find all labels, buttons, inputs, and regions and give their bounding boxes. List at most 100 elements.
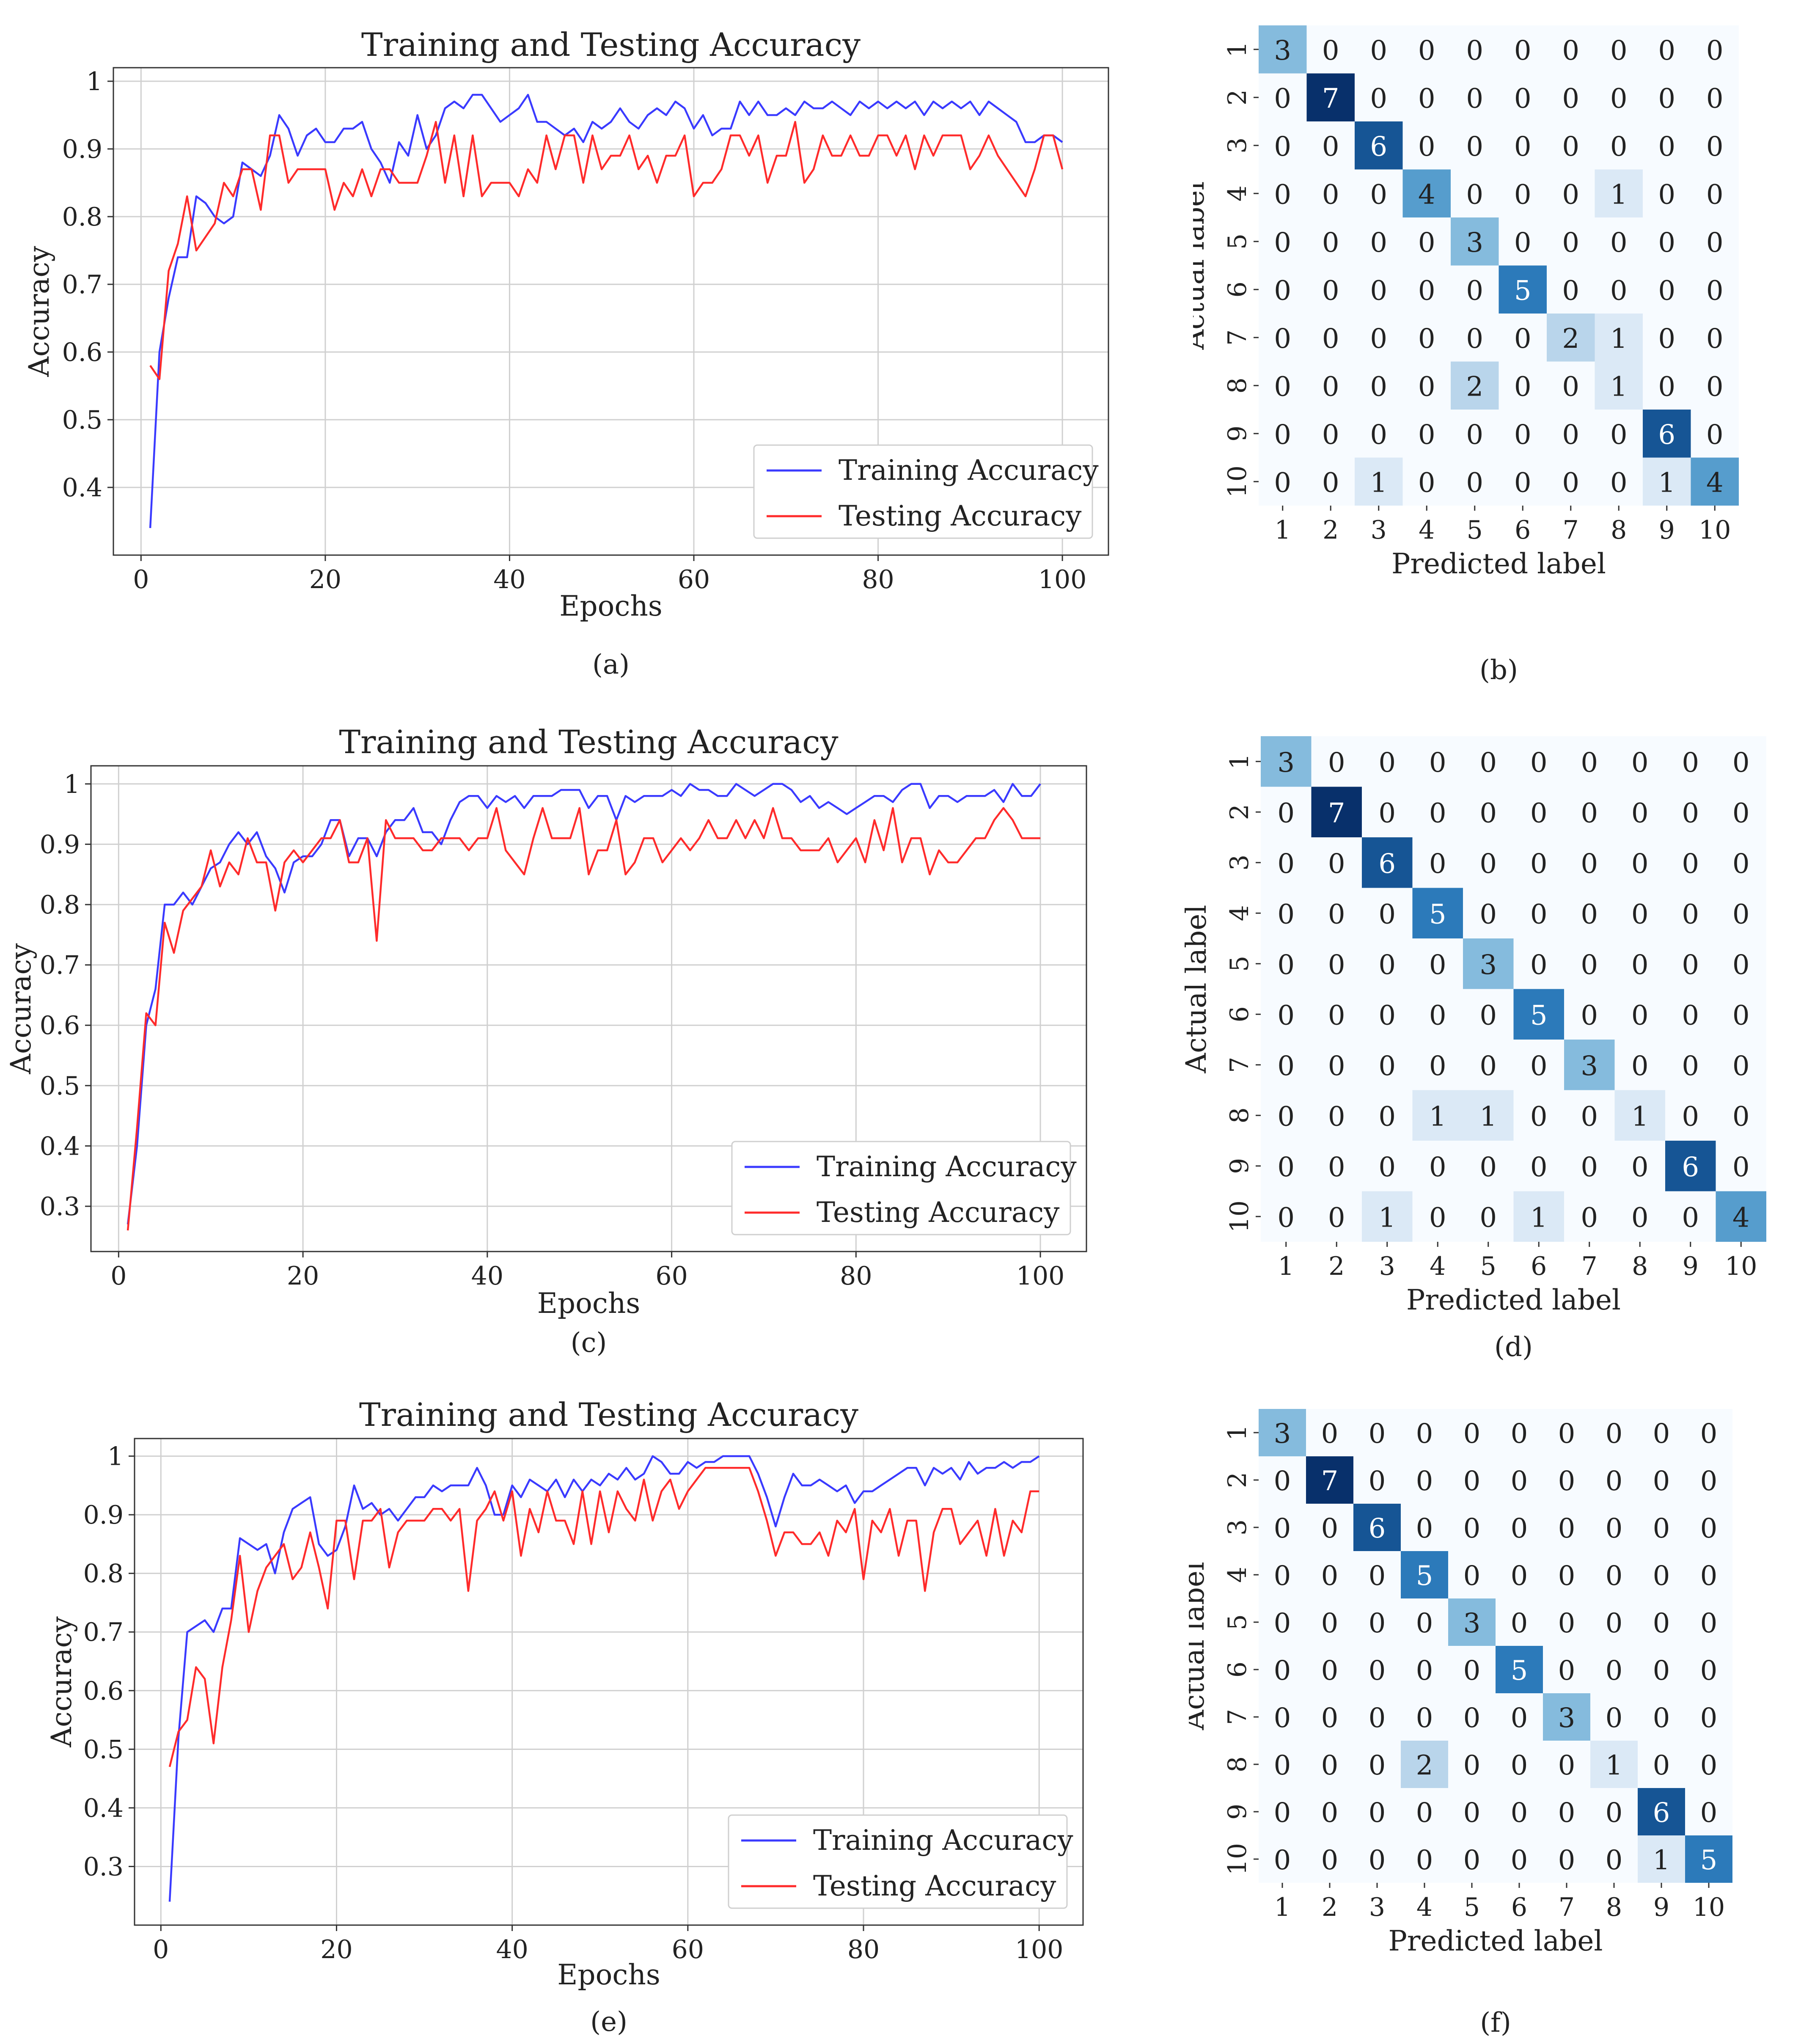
cell-value: 0 [1463,1466,1481,1497]
cell-value: 0 [1378,1051,1396,1082]
heatmap-cell [1543,1741,1590,1788]
heatmap-cell [1353,1409,1401,1456]
cell-value: 0 [1610,131,1628,162]
heatmap-cell [1614,1141,1665,1191]
cell-value: 0 [1378,798,1396,829]
cell-value: 0 [1429,949,1446,981]
cell-value: 0 [1277,1000,1295,1031]
heatmap-cell [1716,787,1766,837]
heatmap-cell [1311,888,1362,938]
x-tick-label: 6 [1531,1252,1547,1281]
heatmap-cell [1402,361,1451,410]
heatmap-cell [1691,361,1739,410]
cell-value: 0 [1322,131,1339,162]
cell-value: 0 [1321,1560,1339,1592]
cell-value: 4 [1706,467,1724,498]
heatmap-cell [1402,217,1451,266]
cell-value: 0 [1466,419,1483,451]
heatmap-cell [1564,736,1615,787]
heatmap-cell [1590,1646,1638,1693]
cell-value: 0 [1328,848,1345,880]
y-tick-label: 7 [1225,1057,1254,1073]
cell-value: 0 [1416,1513,1433,1544]
heatmap-cell [1463,837,1514,888]
x-tick-label: 20 [287,1261,319,1291]
heatmap-cell [1595,121,1643,170]
heatmap-cell [1353,1741,1401,1788]
cell-value: 0 [1370,371,1387,402]
heatmap-cell [1543,1456,1590,1504]
cell-value: 0 [1514,323,1532,355]
cell-value: 0 [1277,899,1295,930]
heatmap-cell [1496,1409,1543,1456]
cell-value: 0 [1479,1000,1497,1031]
x-tick-label: 20 [320,1935,352,1964]
heatmap-cell [1412,1141,1463,1191]
heatmap-cell [1448,1551,1496,1598]
cell-value: 0 [1558,1560,1576,1592]
heatmap-cell [1448,1646,1496,1693]
cell-value: 1 [1610,179,1628,210]
cell-value: 6 [1682,1152,1699,1183]
cell-value: 0 [1370,35,1387,66]
heatmap-cell [1355,121,1403,170]
cell-value: 0 [1610,275,1628,306]
cell-value: 0 [1581,1152,1598,1183]
heatmap-cell [1259,1788,1306,1835]
heatmap-cell [1564,888,1615,938]
heatmap-cell [1401,1646,1448,1693]
y-tick-label: 4 [1225,905,1254,921]
heatmap-cell [1261,1090,1312,1141]
x-axis-label: Predicted label [1388,1925,1603,1957]
cell-value: 0 [1274,1845,1291,1876]
cell-value: 0 [1274,1655,1291,1686]
cell-value: 0 [1606,1466,1623,1497]
heatmap-cell [1259,169,1307,217]
cell-value: 0 [1370,323,1387,355]
cell-value: 0 [1631,747,1649,779]
cell-value: 0 [1732,798,1750,829]
cell-value: 0 [1653,1750,1670,1781]
cell-value: 0 [1429,747,1446,779]
confusion-matrix-d: 3 0 0 0 0 0 0 0 0 0 0 7 0 0 0 0 0 0 0 0 0 0 6 0 0 0 0 0 0 0 0 0 0 5 0 0 0 0 0 0… [1180,736,1766,1363]
heatmap-cell [1543,1693,1590,1741]
heatmap-cell [1261,736,1312,787]
x-tick-label: 0 [110,1261,126,1291]
x-tick-label: 7 [1563,515,1579,545]
heatmap-cell [1261,1040,1312,1090]
y-tick-label: 0.3 [40,1192,80,1221]
heatmap-cell [1306,1693,1353,1741]
heatmap-cell [1590,1456,1638,1504]
cell-value: 0 [1321,1418,1339,1450]
y-tick-label: 1 [107,1442,124,1472]
heatmap-cell [1448,1835,1496,1883]
heatmap-cell [1638,1835,1685,1883]
heatmap-cell [1547,361,1595,410]
cell-value: 0 [1274,467,1291,498]
heatmap-cell [1543,1788,1590,1835]
heatmap-cell [1595,73,1643,121]
cell-value: 0 [1479,899,1497,930]
x-tick-label: 1 [1274,1893,1290,1922]
cell-value: 0 [1511,1418,1528,1450]
cell-value: 0 [1463,1703,1481,1734]
heatmap-cell [1513,736,1564,787]
heatmap-cell [1543,1551,1590,1598]
y-tick-label: 3 [1225,855,1254,871]
heatmap-cell [1595,217,1643,266]
cell-value: 0 [1682,1101,1699,1132]
heatmap-cell [1716,736,1766,787]
y-tick-label: 1 [86,67,102,96]
series-line-testing-accuracy [126,807,1041,1231]
cell-value: 0 [1429,1000,1446,1031]
cell-value: 0 [1732,747,1750,779]
x-tick-label: 10 [1693,1893,1725,1922]
cell-value: 0 [1370,83,1387,114]
heatmap-cell [1499,314,1547,362]
cell-value: 0 [1328,1051,1345,1082]
legend-label: Training Accuracy [813,1824,1073,1857]
cell-value: 0 [1653,1418,1670,1450]
cell-value: 0 [1418,131,1435,162]
cell-value: 0 [1514,83,1532,114]
